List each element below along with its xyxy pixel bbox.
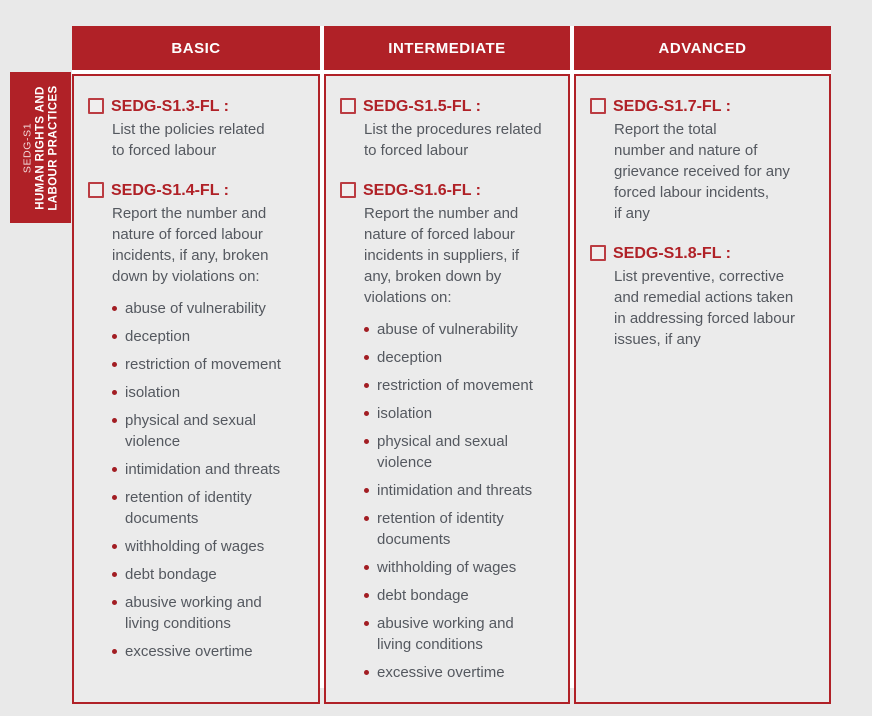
- list-item: intimidation and threats: [112, 459, 308, 480]
- list-item: isolation: [364, 403, 558, 424]
- checkbox-sedg-s1-5-fl[interactable]: [340, 98, 356, 114]
- bullet-icon: [112, 306, 117, 311]
- bullet-icon: [112, 362, 117, 367]
- bullet-icon: [364, 593, 369, 598]
- item-head: SEDG-S1.6-FL :: [340, 180, 558, 201]
- list-item: excessive overtime: [364, 662, 558, 683]
- list-item: retention of identity documents: [364, 508, 558, 550]
- checkbox-sedg-s1-6-fl[interactable]: [340, 182, 356, 198]
- item-description: List preventive, corrective and remedial…: [614, 268, 795, 348]
- column-body-advanced: SEDG-S1.7-FL : Report the total number a…: [574, 74, 831, 704]
- item-head: SEDG-S1.8-FL :: [590, 243, 819, 264]
- bullet-icon: [364, 355, 369, 360]
- list-item: abusive working and living conditions: [112, 592, 308, 634]
- item-description: Report the total number and nature of gr…: [614, 121, 790, 222]
- list-item: intimidation and threats: [364, 480, 558, 501]
- list-item: isolation: [112, 382, 308, 403]
- column-body-intermediate: SEDG-S1.5-FL : List the procedures relat…: [324, 74, 570, 704]
- bullet-icon: [112, 390, 117, 395]
- bullet-icon: [364, 383, 369, 388]
- column-advanced: ADVANCED SEDG-S1.7-FL : Report the total…: [574, 26, 831, 704]
- item-label: SEDG-S1.7-FL :: [613, 98, 731, 115]
- disclosure-item-sedg-s1-8-fl: SEDG-S1.8-FL : List preventive, correcti…: [590, 243, 819, 350]
- disclosure-item-sedg-s1-4-fl: SEDG-S1.4-FL : Report the number and nat…: [88, 180, 308, 662]
- list-item: withholding of wages: [112, 536, 308, 557]
- column-header-basic: BASIC: [72, 26, 320, 70]
- checkbox-sedg-s1-8-fl[interactable]: [590, 245, 606, 261]
- list-item: debt bondage: [112, 564, 308, 585]
- list-item: restriction of movement: [112, 354, 308, 375]
- bullet-icon: [112, 334, 117, 339]
- violations-list: abuse of vulnerability deception restric…: [364, 319, 558, 683]
- list-item: abuse of vulnerability: [112, 298, 308, 319]
- list-item: deception: [112, 326, 308, 347]
- bullet-icon: [112, 600, 117, 605]
- column-intermediate: INTERMEDIATE SEDG-S1.5-FL : List the pro…: [324, 26, 570, 704]
- list-item: retention of identity documents: [112, 487, 308, 529]
- disclosure-item-sedg-s1-7-fl: SEDG-S1.7-FL : Report the total number a…: [590, 96, 819, 224]
- item-description: List the procedures related to forced la…: [364, 121, 542, 159]
- bullet-icon: [364, 411, 369, 416]
- list-item: debt bondage: [364, 585, 558, 606]
- checkbox-sedg-s1-7-fl[interactable]: [590, 98, 606, 114]
- item-label: SEDG-S1.6-FL :: [363, 182, 481, 199]
- bullet-icon: [112, 572, 117, 577]
- list-item: withholding of wages: [364, 557, 558, 578]
- column-header-intermediate: INTERMEDIATE: [324, 26, 570, 70]
- bullet-icon: [364, 516, 369, 521]
- category-title-line2: LABOUR PRACTICES: [47, 84, 59, 211]
- list-item: physical and sexual violence: [364, 431, 558, 473]
- category-side-tab: SEDG-S1 HUMAN RIGHTS AND LABOUR PRACTICE…: [10, 72, 71, 223]
- item-head: SEDG-S1.5-FL :: [340, 96, 558, 117]
- checkbox-sedg-s1-3-fl[interactable]: [88, 98, 104, 114]
- list-item: restriction of movement: [364, 375, 558, 396]
- category-code: SEDG-S1: [20, 122, 33, 173]
- bullet-icon: [112, 467, 117, 472]
- bullet-icon: [364, 327, 369, 332]
- bullet-icon: [364, 488, 369, 493]
- bullet-icon: [364, 670, 369, 675]
- disclosure-item-sedg-s1-5-fl: SEDG-S1.5-FL : List the procedures relat…: [340, 96, 558, 161]
- item-description: Report the number and nature of forced l…: [364, 205, 520, 306]
- bullet-icon: [364, 439, 369, 444]
- disclosure-matrix: BASIC SEDG-S1.3-FL : List the policies r…: [72, 26, 831, 704]
- bullet-icon: [112, 495, 117, 500]
- list-item: deception: [364, 347, 558, 368]
- disclosure-item-sedg-s1-6-fl: SEDG-S1.6-FL : Report the number and nat…: [340, 180, 558, 683]
- item-label: SEDG-S1.5-FL :: [363, 98, 481, 115]
- category-side-tab-text: SEDG-S1 HUMAN RIGHTS AND LABOUR PRACTICE…: [10, 72, 71, 223]
- bullet-icon: [364, 565, 369, 570]
- bullet-icon: [112, 544, 117, 549]
- violations-list: abuse of vulnerability deception restric…: [112, 298, 308, 662]
- bullet-icon: [112, 649, 117, 654]
- list-item: physical and sexual violence: [112, 410, 308, 452]
- list-item: abuse of vulnerability: [364, 319, 558, 340]
- item-label: SEDG-S1.4-FL :: [111, 182, 229, 199]
- category-title-line1: HUMAN RIGHTS AND: [33, 85, 46, 210]
- list-item: abusive working and living conditions: [364, 613, 558, 655]
- item-head: SEDG-S1.7-FL :: [590, 96, 819, 117]
- column-body-basic: SEDG-S1.3-FL : List the policies related…: [72, 74, 320, 704]
- bullet-icon: [364, 621, 369, 626]
- column-basic: BASIC SEDG-S1.3-FL : List the policies r…: [72, 26, 320, 704]
- item-description: Report the number and nature of forced l…: [112, 205, 269, 285]
- column-header-advanced: ADVANCED: [574, 26, 831, 70]
- item-label: SEDG-S1.3-FL :: [111, 98, 229, 115]
- item-head: SEDG-S1.4-FL :: [88, 180, 308, 201]
- disclosure-item-sedg-s1-3-fl: SEDG-S1.3-FL : List the policies related…: [88, 96, 308, 161]
- checkbox-sedg-s1-4-fl[interactable]: [88, 182, 104, 198]
- item-label: SEDG-S1.8-FL :: [613, 245, 731, 262]
- item-description: List the policies related to forced labo…: [112, 121, 265, 159]
- list-item: excessive overtime: [112, 641, 308, 662]
- bullet-icon: [112, 418, 117, 423]
- item-head: SEDG-S1.3-FL :: [88, 96, 308, 117]
